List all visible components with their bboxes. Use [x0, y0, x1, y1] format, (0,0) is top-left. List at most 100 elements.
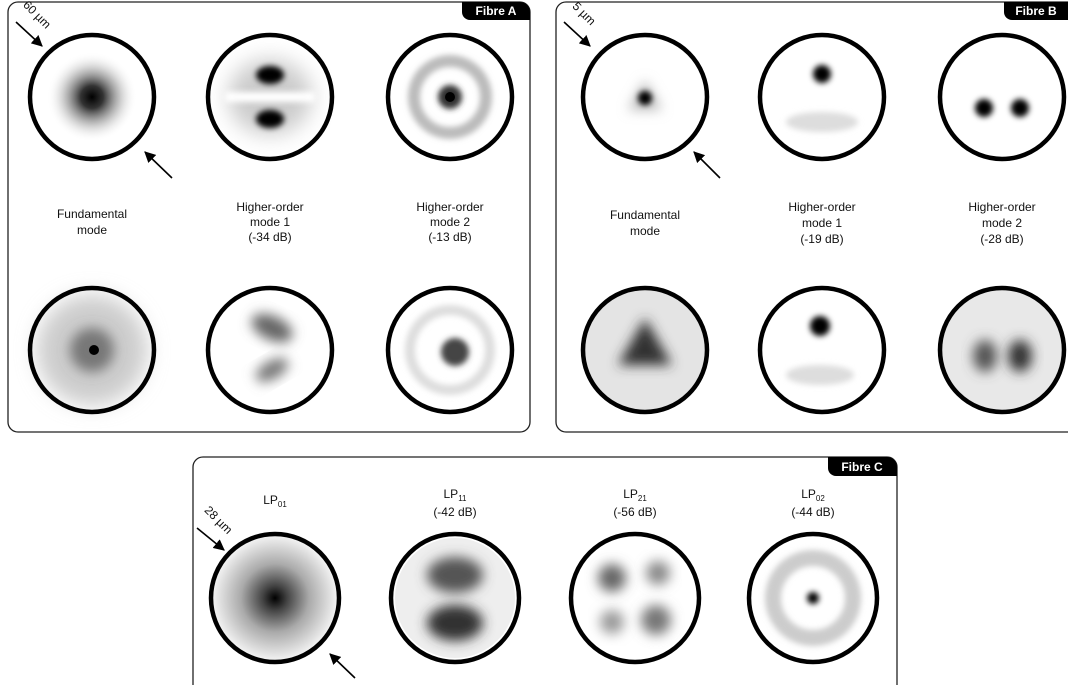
- label-line: LP: [444, 487, 459, 501]
- label-line: mode 1: [802, 216, 842, 230]
- shape: [937, 32, 1067, 162]
- shape: [27, 32, 157, 162]
- label-line: Higher-order: [236, 200, 303, 214]
- label-line: Higher-order: [416, 200, 483, 214]
- mode-label: LP11: [444, 487, 468, 503]
- mode-label: Fundamental mode: [610, 208, 680, 238]
- shape: [580, 285, 710, 415]
- scale-arrow: [329, 653, 356, 679]
- label-line: Fundamental: [57, 207, 127, 221]
- shape: [205, 32, 335, 162]
- shape: [600, 610, 624, 634]
- shape: [786, 365, 854, 385]
- scale-label: 5 µm: [570, 0, 599, 28]
- shape: [385, 285, 515, 415]
- tab: [828, 457, 897, 476]
- shape: [937, 285, 1067, 415]
- shape: [388, 531, 522, 665]
- scale-arrow: [15, 21, 43, 47]
- panel-title: Fibre C: [841, 460, 883, 474]
- label-line: 21: [638, 494, 647, 503]
- label-line: mode 2: [430, 215, 470, 229]
- mode-label: LP02: [801, 487, 825, 503]
- shape: [427, 557, 483, 593]
- shape: [813, 65, 831, 83]
- mode-label: (-42 dB): [433, 505, 476, 519]
- shape: [256, 110, 284, 128]
- mode-image: [568, 531, 702, 665]
- label-line: (-28 dB): [980, 232, 1023, 246]
- shape: Fundamental mode Higher-order mode 1 (-34 d…: [57, 200, 1036, 519]
- label-line: mode 2: [982, 216, 1022, 230]
- shape: [441, 338, 469, 366]
- shape: [208, 531, 342, 665]
- shape: [47, 52, 137, 142]
- scale-arrow: [563, 21, 591, 47]
- mode-label: Higher-order mode 1 (-34 dB): [236, 200, 303, 244]
- mode-label: Higher-order mode 2 (-13 dB): [416, 200, 483, 244]
- shape: [580, 32, 710, 162]
- mode-image: [757, 285, 887, 415]
- tab: [462, 2, 530, 20]
- shape: [445, 92, 455, 102]
- shape: [746, 531, 880, 665]
- shape: [757, 32, 887, 162]
- mode-image: [208, 531, 342, 665]
- label-line: LP: [623, 487, 638, 501]
- scale-label: 28 µm: [202, 503, 236, 537]
- shape: [408, 55, 492, 139]
- mode-image: [746, 531, 880, 665]
- shape: [942, 290, 1062, 410]
- shape: [1008, 340, 1032, 372]
- panel-frame: [555, 1, 1068, 433]
- scale-arrow: [144, 151, 173, 179]
- shape: [786, 112, 858, 132]
- label-line: LP: [801, 487, 816, 501]
- shape: [251, 313, 293, 343]
- label-line: (-34 dB): [248, 230, 291, 244]
- shape: [205, 285, 335, 415]
- shape: [225, 92, 315, 102]
- mode-label: LP21: [623, 487, 647, 503]
- mode-image: [385, 285, 515, 415]
- mode-image: [937, 285, 1067, 415]
- panel-frame: [192, 456, 898, 685]
- shape: [395, 538, 515, 658]
- mode-image: [205, 285, 335, 415]
- label-line: 02: [816, 494, 825, 503]
- label-line: mode: [630, 224, 660, 238]
- mode-image: [580, 285, 710, 415]
- shape: [213, 536, 337, 660]
- shape: [568, 531, 702, 665]
- shape: [598, 564, 626, 592]
- shape: [427, 605, 483, 641]
- scale-arrow: [693, 151, 721, 179]
- shape: [255, 358, 289, 382]
- shape: [975, 99, 993, 117]
- shape: [385, 32, 515, 162]
- mode-label: LP01: [263, 493, 287, 509]
- mode-image: [27, 32, 157, 162]
- mode-label: Fundamental mode: [57, 207, 127, 237]
- mode-label: Higher-order mode 1 (-19 dB): [788, 200, 855, 246]
- label-line: mode: [77, 223, 107, 237]
- mode-image: [937, 32, 1067, 162]
- shape: [1011, 99, 1029, 117]
- label-line: (-19 dB): [800, 232, 843, 246]
- label-line: Higher-order: [788, 200, 855, 214]
- mode-image: [205, 32, 335, 162]
- shape: [638, 91, 652, 105]
- mode-image: [385, 32, 515, 162]
- shape: [27, 285, 157, 415]
- mode-image: [757, 32, 887, 162]
- tab: [1004, 2, 1068, 20]
- mode-label: (-56 dB): [613, 505, 656, 519]
- shape: [618, 318, 672, 365]
- shape: [810, 316, 830, 336]
- shape: [646, 561, 670, 585]
- label-line: 11: [458, 494, 467, 503]
- scale-label: 60 µm: [20, 0, 54, 31]
- mode-image: [388, 531, 522, 665]
- mode-label: (-44 dB): [791, 505, 834, 519]
